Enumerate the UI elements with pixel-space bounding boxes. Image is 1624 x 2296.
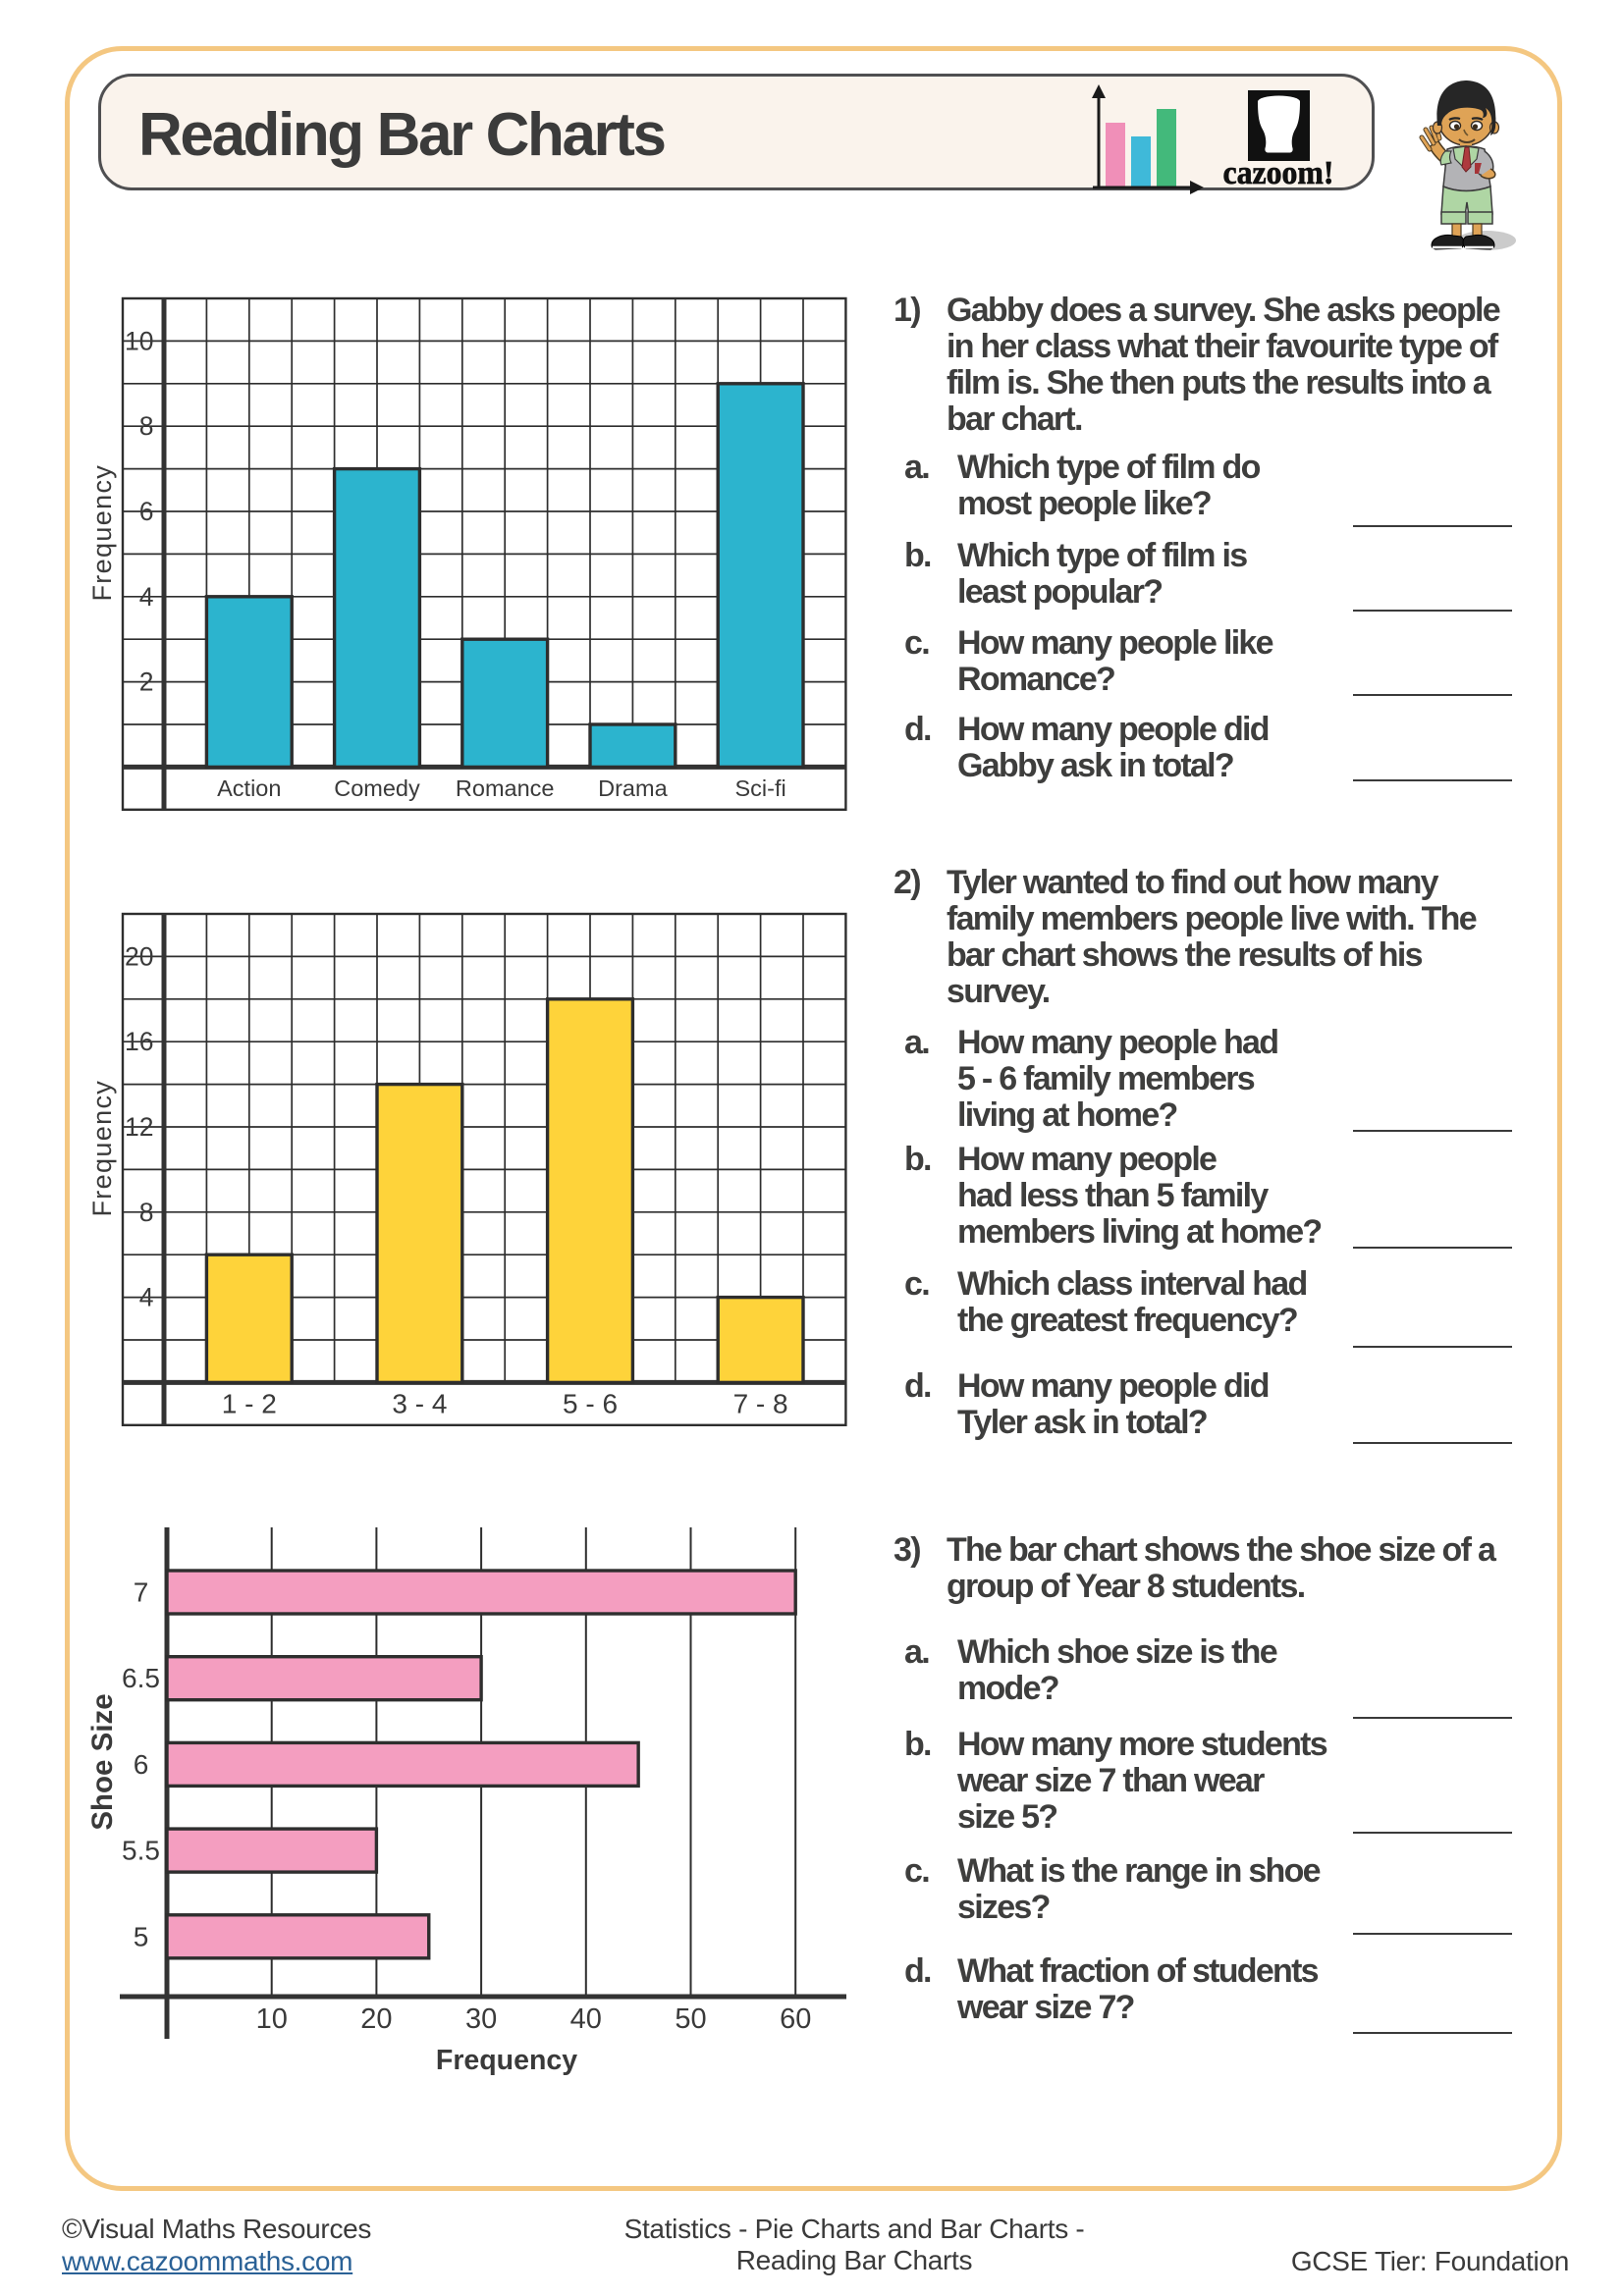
svg-text:Frequency: Frequency: [87, 1080, 117, 1217]
svg-text:10: 10: [256, 2003, 288, 2035]
svg-text:5 - 6: 5 - 6: [563, 1389, 618, 1419]
svg-text:20: 20: [360, 2003, 392, 2035]
svg-text:2: 2: [139, 667, 154, 697]
svg-text:40: 40: [570, 2003, 602, 2035]
svg-text:Comedy: Comedy: [334, 775, 420, 801]
svg-text:6: 6: [134, 1749, 149, 1780]
svg-text:Drama: Drama: [598, 775, 668, 801]
svg-text:Frequency: Frequency: [87, 464, 117, 602]
svg-text:5.5: 5.5: [122, 1836, 160, 1866]
svg-text:4: 4: [139, 582, 154, 612]
svg-text:20: 20: [125, 941, 153, 971]
svg-text:Sci-fi: Sci-fi: [734, 775, 785, 801]
svg-text:1 - 2: 1 - 2: [222, 1389, 277, 1419]
svg-text:Frequency: Frequency: [436, 2045, 577, 2076]
svg-text:Romance: Romance: [456, 775, 555, 801]
svg-text:50: 50: [675, 2003, 706, 2035]
svg-text:3 - 4: 3 - 4: [392, 1389, 447, 1419]
svg-text:7: 7: [134, 1577, 149, 1608]
svg-text:10: 10: [125, 326, 153, 355]
svg-text:7 - 8: 7 - 8: [733, 1389, 788, 1419]
svg-text:30: 30: [465, 2003, 497, 2035]
svg-text:Shoe Size: Shoe Size: [86, 1693, 119, 1830]
svg-text:16: 16: [125, 1027, 153, 1056]
svg-text:6.5: 6.5: [122, 1663, 160, 1693]
svg-text:5: 5: [134, 1921, 149, 1951]
svg-text:60: 60: [780, 2003, 811, 2035]
svg-text:6: 6: [139, 497, 154, 526]
svg-text:8: 8: [139, 1198, 154, 1227]
svg-text:8: 8: [139, 411, 154, 441]
svg-text:cazoom!: cazoom!: [1223, 155, 1334, 191]
svg-text:4: 4: [139, 1283, 154, 1312]
svg-text:12: 12: [125, 1112, 153, 1142]
svg-text:Action: Action: [217, 775, 281, 801]
